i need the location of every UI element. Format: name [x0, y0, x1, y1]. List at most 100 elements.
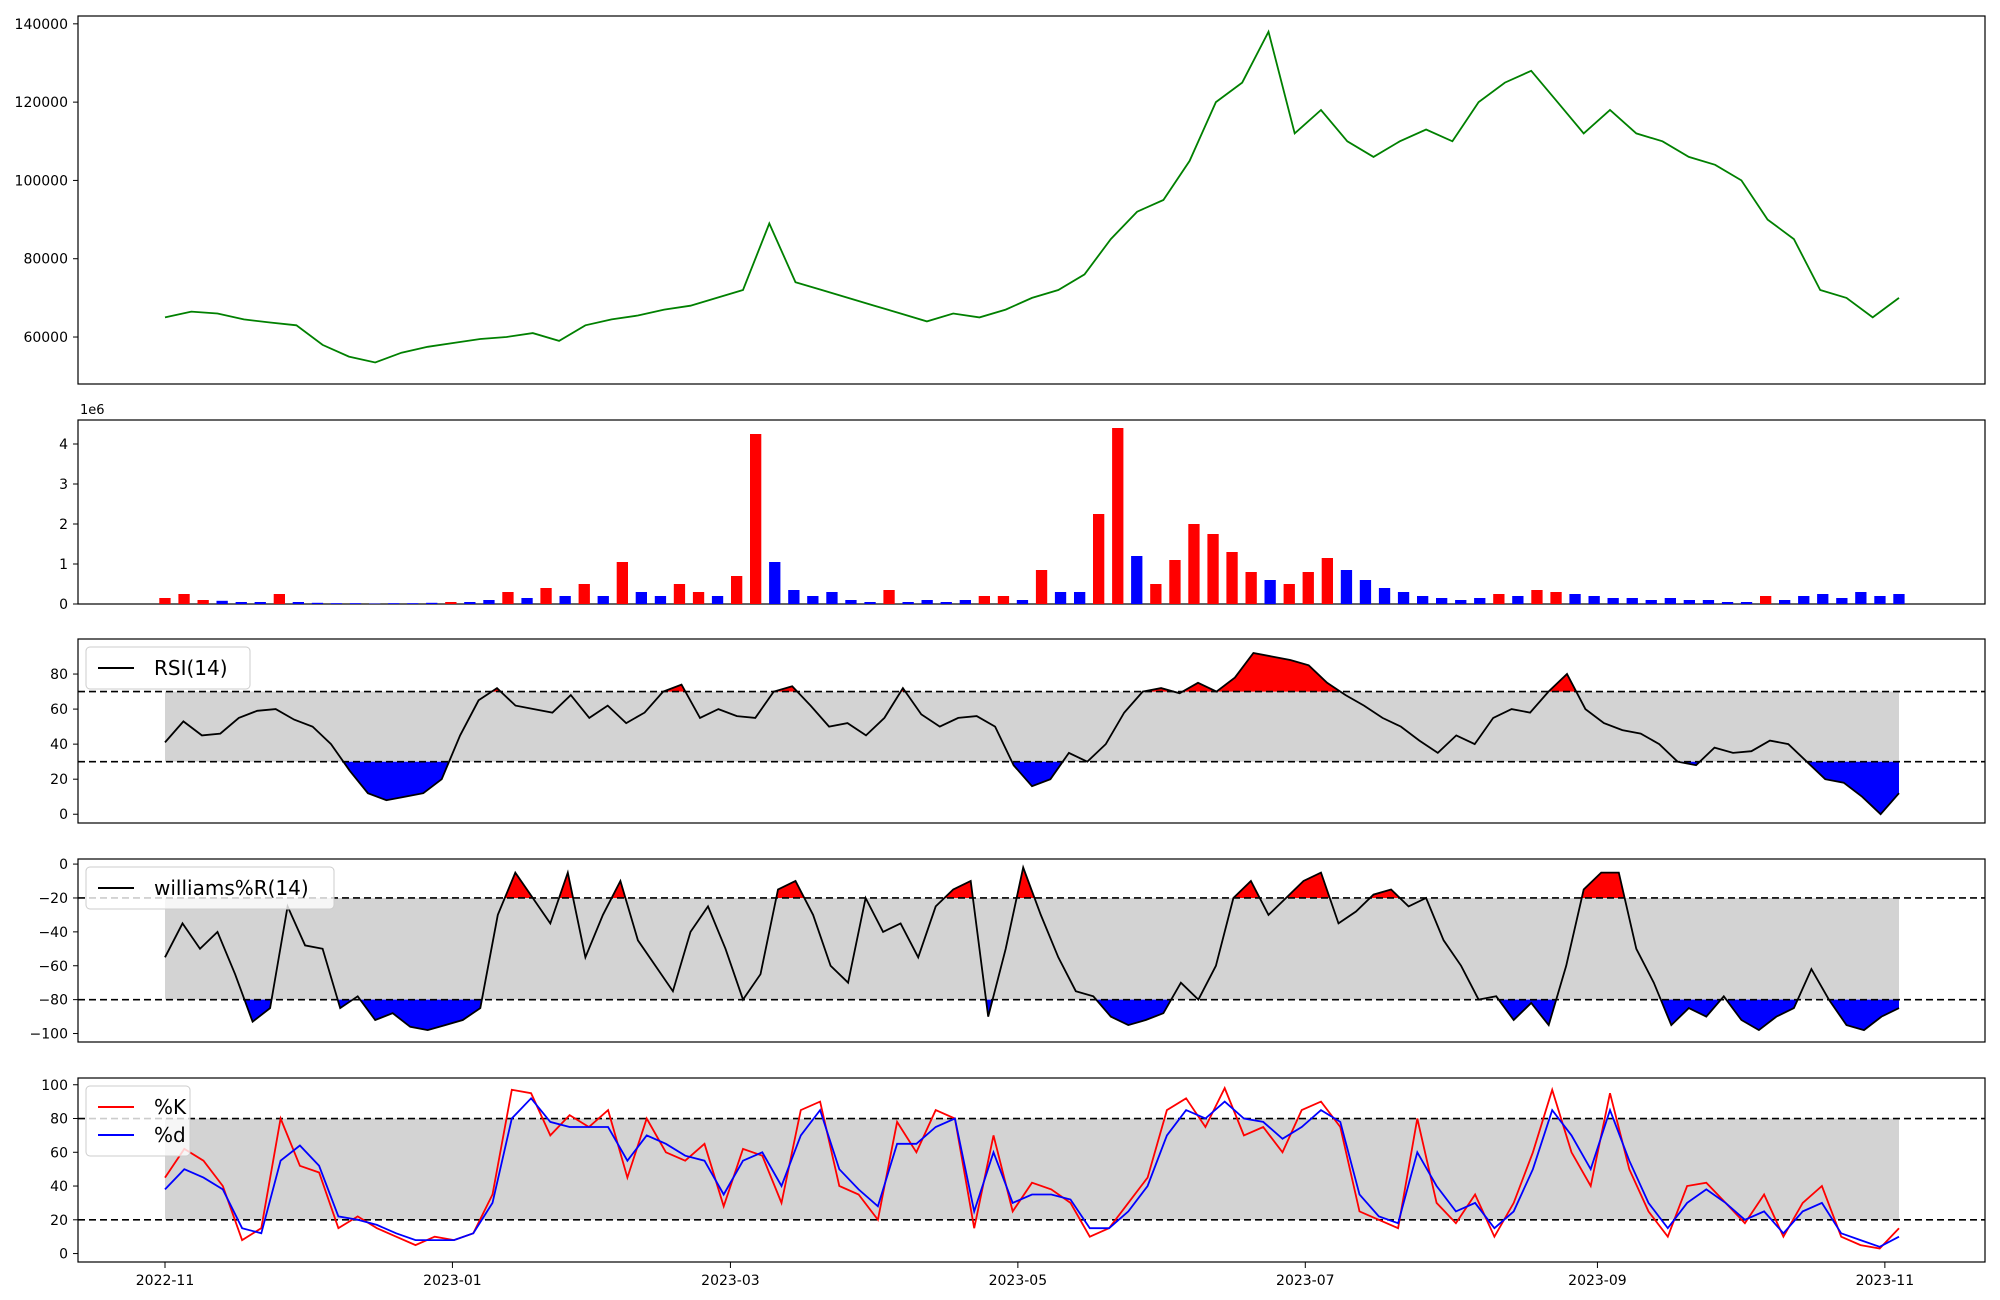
volume-bar — [654, 596, 667, 604]
threshold-band — [165, 1118, 1899, 1220]
volume-bar — [845, 600, 857, 604]
legend-box — [85, 866, 335, 910]
oversold-fill — [343, 761, 450, 801]
x-tick-label: 2023-11 — [1856, 1273, 1915, 1289]
volume-bar — [1245, 572, 1257, 604]
volume-bar — [711, 596, 724, 604]
y-tick-label: 60 — [50, 1145, 68, 1161]
volume-bar — [1607, 598, 1619, 604]
d-line — [164, 1096, 1900, 1248]
overbought-fill — [504, 872, 533, 898]
volume-bar — [1474, 598, 1486, 604]
volume-bar — [1359, 580, 1372, 604]
volume-bar — [1798, 596, 1810, 604]
volume-panel: 1e6 0 1 2 3 4 — [59, 403, 1986, 613]
oversold-fill — [1660, 999, 1721, 1026]
y-tick-label: −60 — [38, 959, 68, 975]
volume-bar — [1150, 584, 1162, 604]
axes-frame — [77, 15, 1986, 385]
volume-bar — [1569, 594, 1581, 604]
volume-bar — [1664, 598, 1676, 604]
volume-bar — [540, 588, 552, 604]
overbought-fill — [1182, 682, 1217, 692]
oversold-fill — [1828, 999, 1899, 1031]
y-tick-label: −20 — [38, 891, 68, 907]
volume-bar — [864, 602, 876, 604]
y-tick-label: 0 — [59, 857, 68, 873]
volume-bar — [445, 602, 457, 604]
axes-frame — [77, 419, 1986, 605]
volume-bar — [997, 596, 1010, 604]
volume-bar — [1321, 558, 1333, 604]
legend-label: williams%R(14) — [154, 876, 309, 900]
volume-bar — [635, 592, 647, 604]
volume-bar — [1264, 580, 1276, 604]
volume-bar — [1531, 590, 1543, 604]
volume-bar — [1550, 592, 1562, 604]
threshold-band — [165, 691, 1899, 762]
volume-bar — [959, 600, 971, 604]
volume-bar — [178, 594, 190, 604]
y-tick-label: 120000 — [15, 95, 68, 111]
volume-bar — [1645, 600, 1657, 604]
volume-bar — [1512, 596, 1524, 604]
overbought-fill — [1581, 872, 1625, 898]
overbought-fill — [1286, 872, 1330, 898]
axes-frame — [77, 858, 1986, 1043]
axes-frame — [77, 638, 1986, 824]
y-tick-label: 80000 — [23, 252, 68, 268]
volume-bar — [292, 602, 304, 604]
oversold-fill — [1096, 999, 1172, 1026]
volume-bar — [807, 596, 819, 604]
volume-bar — [1874, 596, 1886, 604]
volume-bar — [1283, 584, 1295, 604]
y-tick-label: 40 — [50, 1179, 68, 1195]
oversold-fill — [360, 999, 482, 1031]
volume-bar — [578, 584, 590, 604]
shared-x-axis: 2022-11 2023-01 2023-03 2023-05 2023-07 2023-… — [136, 1262, 1914, 1289]
threshold-band — [165, 897, 1899, 1000]
oversold-fill — [1726, 999, 1798, 1031]
volume-bar — [273, 594, 285, 604]
legend-label: RSI(14) — [154, 656, 228, 680]
y-tick-label: −100 — [30, 1027, 68, 1043]
overbought-fill — [1233, 881, 1260, 898]
volume-bar — [1702, 600, 1715, 604]
oversold-fill — [1806, 761, 1899, 815]
volume-bar — [692, 592, 705, 604]
y-tick-label: 2 — [59, 517, 68, 533]
y-tick-label: 20 — [50, 1213, 68, 1229]
overbought-fill — [1016, 867, 1035, 898]
volume-bar — [1378, 588, 1391, 604]
volume-bar — [559, 596, 571, 604]
volume-bar — [1093, 514, 1105, 604]
volume-bar — [1493, 594, 1505, 604]
volume-bar — [731, 576, 743, 604]
volume-bar — [1760, 596, 1772, 604]
volume-bar — [521, 598, 533, 604]
axes-frame — [77, 1077, 1986, 1263]
overbought-fill — [944, 881, 973, 898]
volume-bar — [1207, 534, 1219, 604]
volume-bar — [1112, 428, 1124, 604]
volume-bar — [921, 600, 933, 604]
volume-bar — [1455, 600, 1467, 604]
volume-bar — [426, 602, 438, 604]
y-tick-label: 100000 — [15, 173, 68, 189]
rsi-line — [164, 652, 1900, 816]
volume-bar — [1397, 592, 1410, 604]
volume-bar — [1302, 572, 1314, 604]
williams-line — [164, 864, 1900, 1032]
volume-bar — [216, 600, 228, 604]
volume-bar — [597, 596, 609, 604]
volume-bar — [1893, 594, 1905, 604]
y-tick-label: 60 — [50, 702, 68, 718]
y-tick-label: 100 — [41, 1078, 68, 1094]
volume-bar — [1074, 592, 1086, 604]
volume-bar — [197, 600, 209, 604]
y-tick-label: 3 — [59, 477, 68, 493]
volume-bar — [1035, 570, 1048, 604]
y-tick-label: 40 — [50, 737, 68, 753]
y-tick-label: 80 — [50, 1112, 68, 1128]
